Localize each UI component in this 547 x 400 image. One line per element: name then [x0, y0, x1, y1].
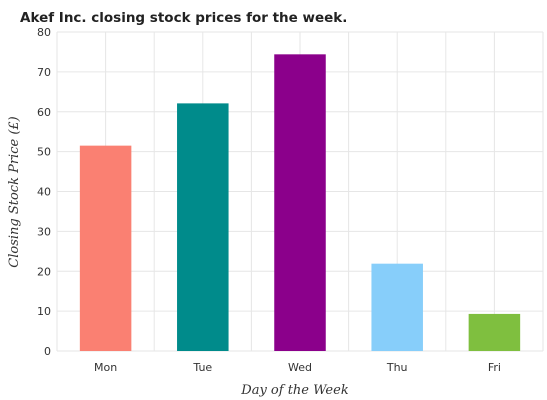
bar-wed	[274, 54, 326, 352]
y-axis-ticks: 0 10 20 30 40 50 60 70 80	[37, 26, 51, 358]
x-tick-label: Mon	[94, 361, 117, 374]
y-tick-label: 20	[37, 265, 51, 278]
y-tick-label: 0	[44, 345, 51, 358]
y-tick-label: 80	[37, 26, 51, 39]
bar-tue	[177, 103, 229, 351]
y-tick-label: 40	[37, 186, 51, 199]
bar-fri	[468, 313, 521, 351]
y-tick-label: 60	[37, 106, 51, 119]
y-axis-label: Closing Stock Price (£)	[7, 116, 22, 267]
y-tick-label: 10	[37, 305, 51, 318]
x-tick-label: Wed	[288, 361, 312, 374]
bar-mon	[79, 145, 132, 351]
y-tick-label: 50	[37, 146, 51, 159]
y-tick-label: 70	[37, 66, 51, 79]
x-axis-ticks: Mon Tue Wed Thu Fri	[94, 361, 501, 374]
x-tick-label: Tue	[192, 361, 212, 374]
x-tick-label: Thu	[386, 361, 408, 374]
y-tick-label: 30	[37, 225, 51, 238]
x-tick-label: Fri	[488, 361, 501, 374]
x-axis-label: Day of the Week	[240, 383, 349, 398]
chart-title: Akef Inc. closing stock prices for the w…	[20, 10, 347, 26]
bars	[79, 54, 521, 352]
bar-thu	[371, 263, 423, 351]
